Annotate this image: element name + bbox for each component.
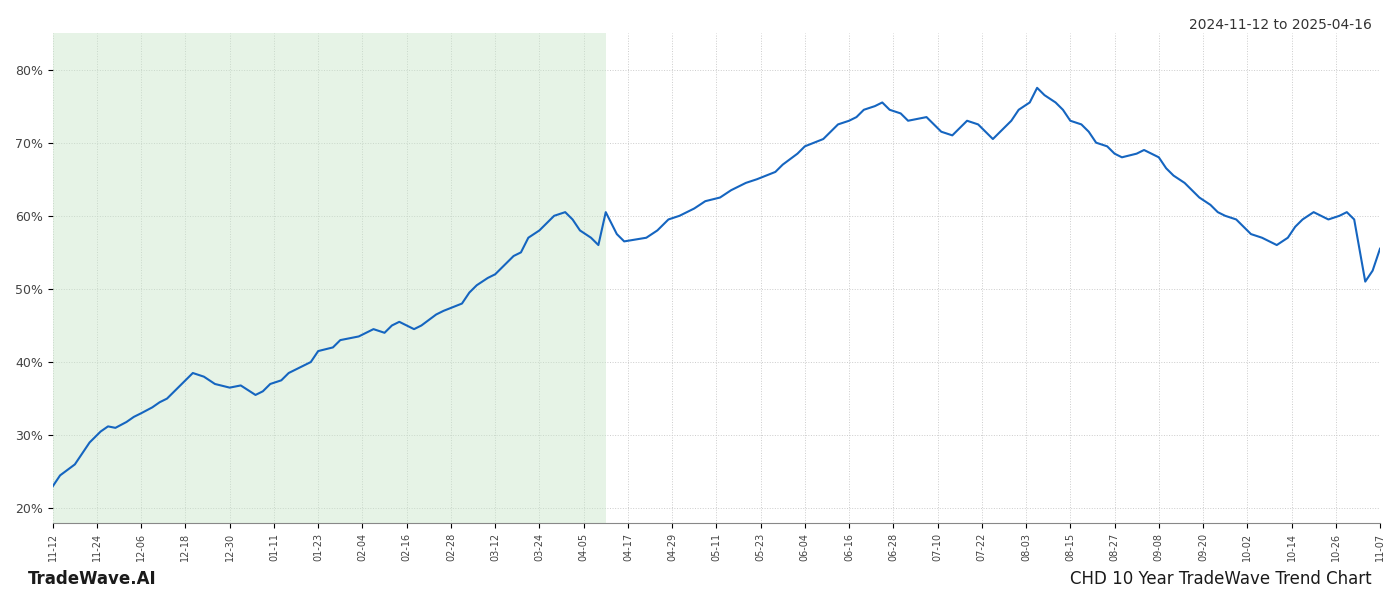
Text: 2024-11-12 to 2025-04-16: 2024-11-12 to 2025-04-16 bbox=[1189, 18, 1372, 32]
Text: TradeWave.AI: TradeWave.AI bbox=[28, 570, 157, 588]
Bar bbox=[53, 33, 606, 523]
Text: CHD 10 Year TradeWave Trend Chart: CHD 10 Year TradeWave Trend Chart bbox=[1071, 570, 1372, 588]
